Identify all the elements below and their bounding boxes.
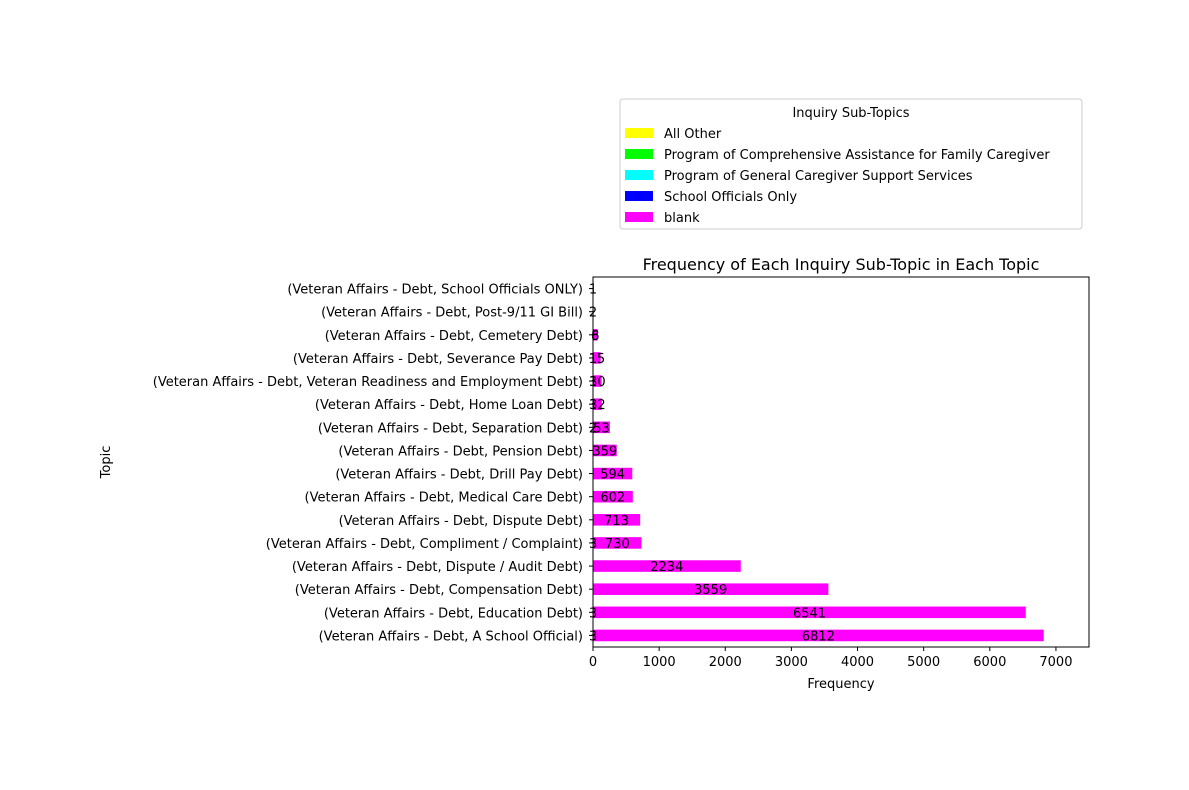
bar-4-3 xyxy=(593,352,601,364)
y-tick-label: (Veteran Affairs - Debt, Dispute / Audit… xyxy=(292,560,583,575)
bars-group xyxy=(593,282,1044,642)
bar-4-12 xyxy=(593,560,741,572)
data-label: 2234 xyxy=(650,560,683,575)
legend-title: Inquiry Sub-Topics xyxy=(792,106,909,121)
y-tick-label: (Veteran Affairs - Debt, Severance Pay D… xyxy=(293,352,583,367)
data-label: 594 xyxy=(600,468,625,483)
y-tick-label: (Veteran Affairs - Debt, Home Loan Debt) xyxy=(315,398,583,413)
legend-swatch xyxy=(625,191,653,201)
y-tick-label: (Veteran Affairs - Debt, Veteran Readine… xyxy=(153,375,583,390)
bar-4-5 xyxy=(593,398,602,410)
x-tick-label: 1000 xyxy=(643,655,676,670)
legend: Inquiry Sub-Topics All Other Program of C… xyxy=(619,98,1083,230)
plot-frame xyxy=(592,276,1090,648)
y-tick-label: (Veteran Affairs - Debt, School Official… xyxy=(287,283,583,298)
data-label: 6541 xyxy=(793,606,826,621)
x-axis-label: Frequency xyxy=(807,677,874,692)
data-label: 1 xyxy=(589,375,597,390)
y-axis: (Veteran Affairs - Debt, School Official… xyxy=(153,283,593,644)
y-tick-label: (Veteran Affairs - Debt, Separation Debt… xyxy=(318,421,583,436)
data-label: 6812 xyxy=(802,629,835,644)
legend-frame xyxy=(619,98,1083,230)
x-tick-label: 3000 xyxy=(775,655,808,670)
y-tick-label: (Veteran Affairs - Debt, Cemetery Debt) xyxy=(325,329,583,344)
x-tick-label: 6000 xyxy=(973,655,1006,670)
legend-swatch xyxy=(625,128,653,138)
legend-entry-label: All Other xyxy=(664,127,722,142)
bar-4-9 xyxy=(593,490,633,503)
legend-swatch xyxy=(625,212,653,222)
bar-4-6 xyxy=(593,421,610,434)
data-label: 3 xyxy=(589,629,597,644)
legend-entry-label: blank xyxy=(664,211,700,226)
data-label: 730 xyxy=(605,537,630,552)
x-axis: 0 1000 2000 3000 4000 5000 6000 7000 xyxy=(589,647,1072,670)
data-label: 2 xyxy=(589,306,597,321)
data-label: 53 xyxy=(593,421,610,436)
y-tick-label: (Veteran Affairs - Debt, Pension Debt) xyxy=(338,444,583,459)
data-label: 3 xyxy=(589,537,597,552)
data-label: 3 xyxy=(589,606,597,621)
bar-4-7 xyxy=(593,444,617,457)
bar-4-13 xyxy=(593,583,829,595)
y-tick-label: (Veteran Affairs - Debt, Medical Care De… xyxy=(305,491,583,506)
bar-4-11 xyxy=(593,537,642,549)
bar-4-14 xyxy=(593,606,1026,619)
data-label: 15 xyxy=(589,352,606,367)
legend-swatch xyxy=(625,170,653,180)
chart-title: Frequency of Each Inquiry Sub-Topic in E… xyxy=(643,255,1040,274)
data-label: 713 xyxy=(604,514,629,529)
bar-4-10 xyxy=(593,514,641,526)
y-tick-label: (Veteran Affairs - Debt, Drill Pay Debt) xyxy=(335,468,583,483)
y-tick-label: (Veteran Affairs - Debt, A School Offici… xyxy=(319,629,583,644)
y-tick-label: (Veteran Affairs - Debt, Education Debt) xyxy=(324,606,583,621)
data-label: 1 xyxy=(589,283,597,298)
data-label: 8 xyxy=(591,329,599,344)
data-label: 1 xyxy=(589,398,597,413)
bar-4-2 xyxy=(593,329,598,341)
x-tick-label: 4000 xyxy=(841,655,874,670)
data-label: 2 xyxy=(589,421,597,436)
x-tick-label: 7000 xyxy=(1039,655,1072,670)
x-tick-label: 2000 xyxy=(709,655,742,670)
y-tick-label: (Veteran Affairs - Debt, Compensation De… xyxy=(295,583,583,598)
legend-entry-label: Program of Comprehensive Assistance for … xyxy=(664,148,1050,163)
legend-entry-label: Program of General Caregiver Support Ser… xyxy=(664,169,973,184)
y-tick-label: (Veteran Affairs - Debt, Compliment / Co… xyxy=(266,537,583,552)
data-label: 1 xyxy=(589,352,597,367)
x-tick-label: 5000 xyxy=(907,655,940,670)
data-label: 602 xyxy=(600,491,625,506)
bar-4-15 xyxy=(593,629,1044,642)
y-axis-label: Topic xyxy=(99,446,114,480)
data-label: 30 xyxy=(589,375,606,390)
y-tick-label: (Veteran Affairs - Debt, Dispute Debt) xyxy=(339,514,583,529)
data-label: 6 xyxy=(591,329,599,344)
legend-swatch xyxy=(625,149,653,159)
data-label: 32 xyxy=(589,398,606,413)
data-label: 359 xyxy=(592,444,617,459)
bar-4-4 xyxy=(593,375,602,387)
legend-entry-label: School Officials Only xyxy=(664,190,797,205)
y-tick-label: (Veteran Affairs - Debt, Post-9/11 GI Bi… xyxy=(321,306,583,321)
data-label: 3559 xyxy=(694,583,727,598)
bar-4-8 xyxy=(593,467,633,480)
x-tick-label: 0 xyxy=(589,655,597,670)
